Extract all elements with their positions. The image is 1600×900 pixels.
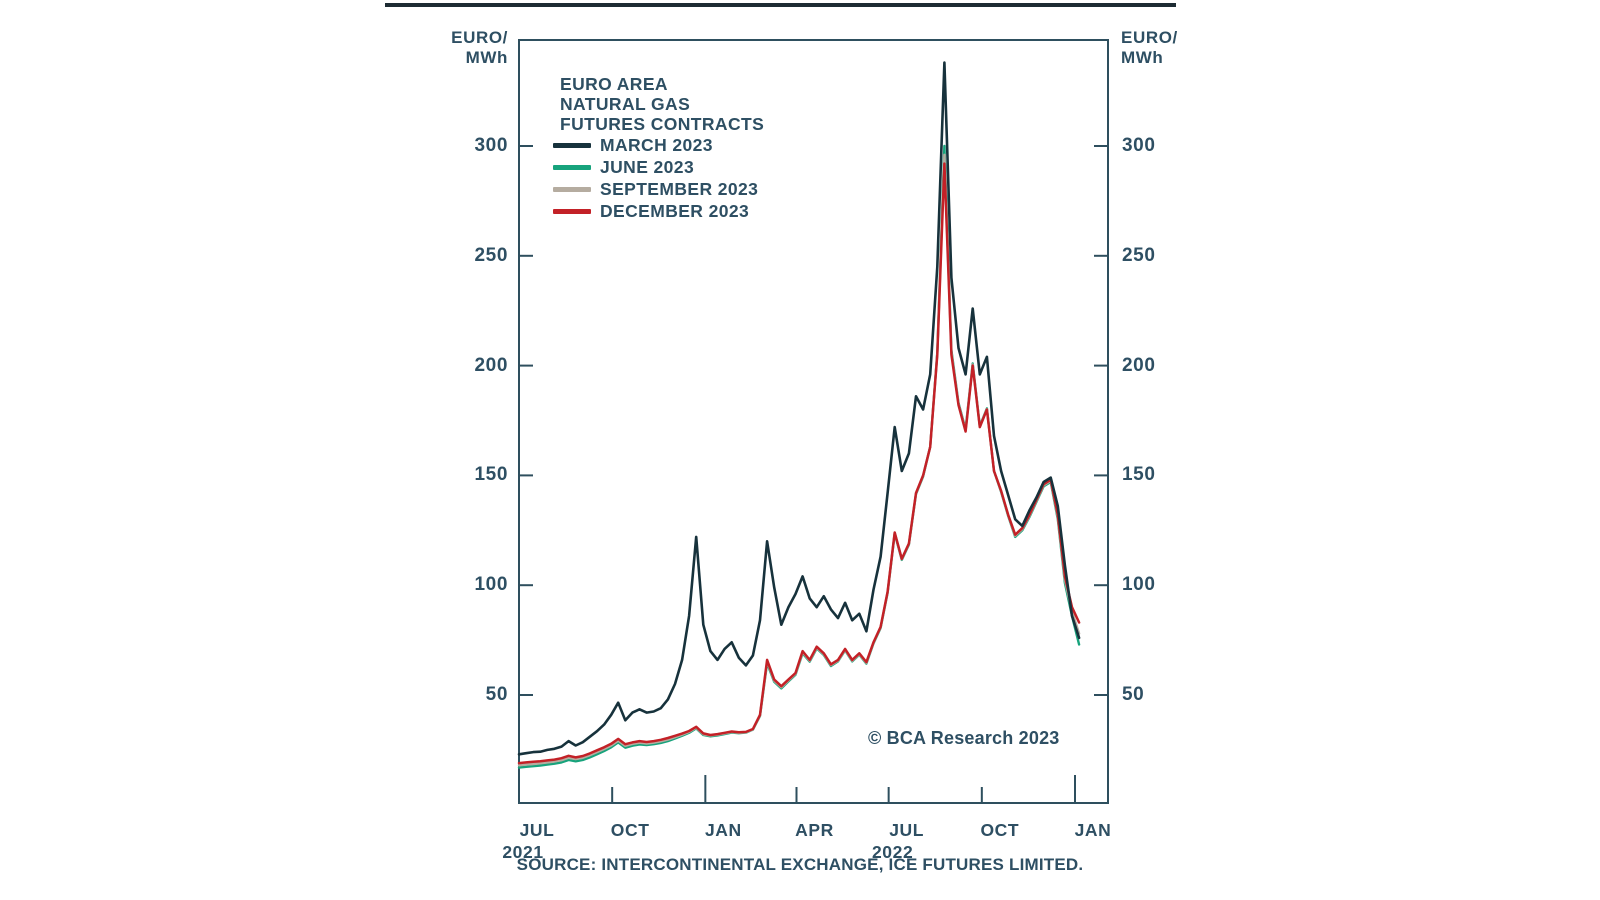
- y-tick-label-left-150: 150: [474, 464, 508, 486]
- chart-title-line2: NATURAL GAS: [560, 94, 691, 114]
- x-tick-label-OCT-92: OCT: [610, 820, 650, 840]
- legend-label-december-2023: DECEMBER 2023: [600, 201, 750, 221]
- y-axis-unit-right: EURO/ MWh: [1121, 28, 1178, 68]
- y-tick-label-left-300: 300: [474, 135, 508, 156]
- y-tick-label-right-50: 50: [1122, 684, 1145, 705]
- y-tick-label-right-250: 250: [1122, 244, 1156, 266]
- legend-item-december-2023: DECEMBER 2023: [553, 201, 764, 222]
- y-tick-label-right-100: 100: [1122, 574, 1156, 596]
- legend-swatch-december-2023: [553, 209, 591, 214]
- x-year-label-2022: 2022: [871, 842, 914, 862]
- chart-title: EURO AREA NATURAL GAS FUTURES CONTRACTS: [553, 74, 764, 134]
- legend-swatch-september-2023: [553, 187, 591, 192]
- y-tick-label-right-200: 200: [1122, 354, 1156, 376]
- legend-label-june-2023: JUNE 2023: [600, 157, 695, 177]
- chart-title-line1: EURO AREA: [560, 74, 668, 94]
- legend-item-march-2023: MARCH 2023: [553, 135, 764, 156]
- y-tick-label-left-200: 200: [474, 354, 508, 376]
- x-tick-label-JAN-184: JAN: [704, 820, 742, 840]
- x-year-label-2021: 2021: [502, 842, 544, 862]
- legend-item-june-2023: JUNE 2023: [553, 157, 764, 178]
- y-axis-unit-right-line1: EURO/: [1121, 28, 1178, 47]
- chart-title-line3: FUTURES CONTRACTS: [560, 114, 765, 134]
- x-tick-label-JUL-365: JUL: [889, 820, 925, 840]
- y-tick-label-left-250: 250: [474, 244, 508, 266]
- series-line-december-2023: [517, 162, 1081, 765]
- legend-swatch-march-2023: [553, 143, 591, 148]
- y-axis-unit-left-line1: EURO/: [451, 28, 508, 47]
- x-tick-label-JAN-549: JAN: [1074, 820, 1112, 840]
- copyright-note: © BCA Research 2023: [868, 728, 1060, 748]
- top-divider: [385, 3, 1176, 7]
- legend-swatch-june-2023: [553, 165, 591, 170]
- y-axis-unit-right-line2: MWh: [1121, 48, 1164, 67]
- plot-border: [518, 39, 1109, 804]
- legend-label-september-2023: SEPTEMBER 2023: [600, 179, 759, 199]
- series-line-september-2023: [517, 153, 1081, 767]
- y-tick-label-left-50: 50: [485, 684, 508, 705]
- x-tick-label-OCT-457: OCT: [980, 820, 1020, 840]
- chart-legend: EURO AREA NATURAL GAS FUTURES CONTRACTS …: [553, 74, 764, 222]
- legend-label-march-2023: MARCH 2023: [600, 135, 713, 155]
- y-tick-label-right-150: 150: [1122, 464, 1156, 486]
- series-line-june-2023: [517, 144, 1081, 769]
- x-tick-label-APR-274: APR: [795, 820, 834, 840]
- series-line-march-2023: [517, 61, 1081, 756]
- source-note: SOURCE: INTERCONTINENTAL EXCHANGE, ICE F…: [516, 855, 1084, 874]
- y-tick-label-left-100: 100: [474, 574, 508, 596]
- y-tick-label-right-300: 300: [1122, 135, 1156, 156]
- y-axis-unit-left: EURO/ MWh: [420, 28, 508, 68]
- legend-item-september-2023: SEPTEMBER 2023: [553, 179, 764, 200]
- y-axis-unit-left-line2: MWh: [465, 48, 508, 67]
- x-tick-label-JUL-0: JUL: [519, 820, 555, 840]
